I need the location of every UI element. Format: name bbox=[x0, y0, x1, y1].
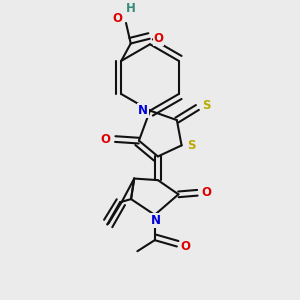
Text: O: O bbox=[181, 240, 191, 253]
Text: O: O bbox=[201, 186, 211, 199]
Text: H: H bbox=[126, 2, 136, 15]
Text: N: N bbox=[138, 104, 148, 117]
Text: O: O bbox=[154, 32, 164, 45]
Text: O: O bbox=[112, 12, 122, 25]
Text: N: N bbox=[151, 214, 161, 227]
Text: S: S bbox=[188, 139, 196, 152]
Text: O: O bbox=[101, 133, 111, 146]
Text: S: S bbox=[202, 99, 211, 112]
